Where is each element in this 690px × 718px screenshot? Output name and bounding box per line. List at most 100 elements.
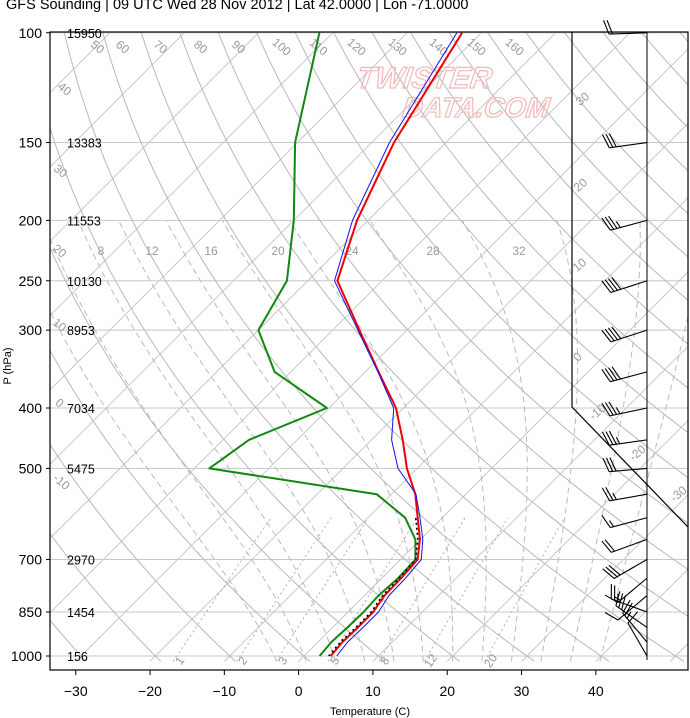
barb-staff: [611, 538, 648, 553]
moist-adiabat: [77, 220, 336, 662]
moist-adiabat: [50, 237, 307, 662]
barb-flag: [601, 280, 612, 293]
moist-adiabat: [569, 220, 641, 662]
barb-staff: [610, 219, 648, 231]
dry-adiabat: [63, 32, 535, 662]
barb-staff: [613, 558, 648, 579]
moist-adiabat-label: 28: [426, 244, 440, 258]
barb-flag: [605, 457, 614, 472]
barb-flag: [601, 134, 610, 149]
chart-title: GFS Sounding | 09 UTC Wed 28 Nov 2012 | …: [6, 0, 469, 13]
barb-staff: [617, 577, 648, 603]
isotherm: [50, 32, 259, 243]
barb-half-flag: [608, 520, 615, 527]
dry-adiabat: [50, 126, 460, 662]
wind-barb: [601, 486, 648, 502]
isotherm: [50, 32, 482, 465]
dry-adiabat: [255, 32, 688, 524]
barb-staff: [610, 517, 648, 529]
barb-flag: [605, 431, 614, 445]
moist-adiabat: [461, 220, 528, 662]
barb-flag: [608, 564, 621, 576]
isotherm: [149, 122, 688, 662]
dry-adiabat: [50, 443, 236, 662]
watermark-logo: TWISTER DATA.COM: [354, 62, 553, 124]
barb-staff: [617, 595, 648, 621]
height-label: 5475: [67, 462, 95, 476]
x-axis-label: Temperature (C): [330, 706, 410, 718]
barb-staff: [609, 32, 648, 35]
isotherm: [50, 32, 185, 168]
isotherm-label: -10: [586, 401, 609, 423]
barb-staff: [609, 407, 648, 417]
pressure-tick-label: 500: [19, 460, 43, 476]
temperature-tick-label: 10: [365, 683, 381, 699]
barb-flag: [604, 539, 616, 552]
height-label: 10130: [67, 275, 102, 289]
barb-flag: [610, 584, 612, 600]
barb-flag: [608, 401, 618, 415]
barb-flag: [609, 457, 617, 472]
dry-adiabat: [102, 32, 610, 662]
dry-adiabat-label: 90: [229, 37, 248, 57]
pressure-tick-label: 250: [19, 273, 43, 289]
wind-barb: [601, 538, 648, 553]
dry-adiabat-label: 40: [55, 79, 74, 99]
barb-flag: [608, 133, 617, 148]
barb-staff: [610, 329, 648, 343]
wind-barb: [601, 430, 648, 446]
barb-staff: [610, 371, 648, 383]
wind-barbs: [601, 19, 648, 660]
barb-staff: [610, 280, 648, 294]
pressure-tick-label: 1000: [11, 648, 42, 664]
barb-flag: [601, 369, 611, 383]
dry-adiabat-label: 20: [50, 241, 69, 261]
barb-staff: [609, 467, 648, 473]
moist-adiabat-label: 32: [512, 244, 526, 258]
barb-flag: [601, 540, 612, 553]
barb-flag: [601, 515, 611, 528]
virtual-temperature-line: [334, 32, 458, 657]
barb-staff: [609, 493, 648, 502]
dry-adiabat: [0, 4, 11, 661]
barb-flag: [604, 594, 619, 604]
dry-adiabat: [217, 32, 688, 571]
temperature-tick-label: 30: [514, 683, 530, 699]
isotherm-label: -30: [667, 483, 690, 505]
barb-flag: [603, 20, 610, 35]
temperature-tick-label: −30: [64, 683, 88, 699]
isotherm: [372, 345, 688, 662]
barb-flag: [605, 566, 618, 578]
wind-barb: [601, 401, 648, 417]
barb-half-flag: [612, 492, 617, 500]
moist-adiabat: [118, 220, 366, 662]
dewpoint-line: [208, 32, 417, 657]
barb-flag: [614, 585, 616, 601]
plot-border: [49, 31, 689, 671]
wind-barb: [603, 19, 648, 35]
y-axis-label: P (hPa): [2, 347, 14, 384]
dry-adiabat-label: 60: [113, 37, 132, 57]
barb-flag: [601, 329, 612, 343]
moist-adiabat-label: 8: [98, 244, 105, 258]
height-label: 13383: [67, 137, 102, 151]
barb-flag: [608, 278, 618, 291]
wind-barb: [602, 457, 648, 473]
wind-barb: [601, 366, 648, 383]
isotherm-label: 10: [570, 255, 589, 275]
temperature-tick-label: 20: [439, 683, 455, 699]
height-label: 15950: [67, 27, 102, 41]
moist-adiabat: [289, 220, 454, 662]
moist-adiabat: [221, 220, 424, 662]
barb-flag: [604, 328, 615, 342]
plot-frame: [49, 31, 689, 671]
dry-adiabat: [371, 32, 688, 389]
dry-adiabat-label: 70: [151, 37, 170, 57]
barb-flag: [601, 402, 611, 417]
moist-adiabat: [369, 220, 487, 662]
isotherm: [75, 48, 688, 662]
wind-barb: [604, 577, 648, 604]
mixing-ratio-line: [275, 517, 369, 662]
pressure-tick-label: 400: [19, 400, 43, 416]
